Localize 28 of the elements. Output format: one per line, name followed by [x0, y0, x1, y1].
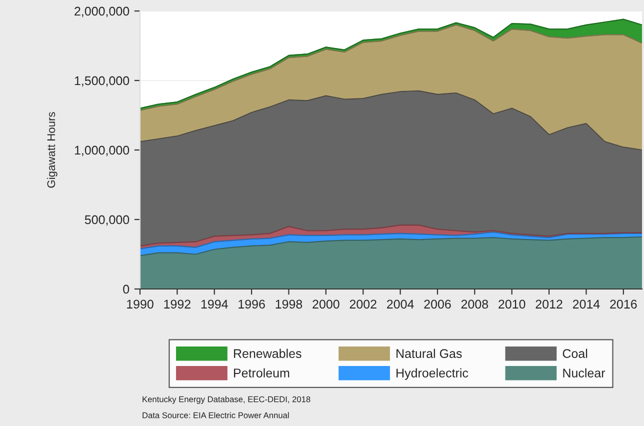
text: Kentucky Energy Database, EEC-DEDI, 2018 — [142, 396, 310, 404]
y-tick-label: 0 — [123, 284, 130, 294]
x-tick-label: 2000 — [312, 300, 340, 309]
x-tick-label: 2012 — [536, 300, 562, 309]
x-tick-label: 2016 — [610, 300, 637, 309]
x-tick-label: 2002 — [350, 300, 376, 309]
legend-label: Renewables — [234, 348, 302, 358]
x-tick-label: 1990 — [127, 300, 154, 309]
x-tick-label: 2014 — [572, 300, 600, 309]
x-tick-label: 1996 — [238, 300, 265, 309]
legend-label: Coal — [562, 348, 588, 358]
legend-label: Natural Gas — [396, 348, 462, 358]
y-tick-label: 2,000,000 — [74, 6, 130, 18]
legend-label: Nuclear — [563, 368, 606, 378]
y-tick-label: 1,500,000 — [74, 76, 130, 87]
x-tick-label: 1992 — [164, 300, 190, 309]
y-tick-label: 1,000,000 — [74, 146, 130, 156]
legend-label: Hydroelectric — [396, 368, 468, 380]
x-tick-label: 1998 — [276, 300, 302, 309]
x-tick-label: 2004 — [387, 300, 414, 309]
y-tick-label: 500,000 — [84, 215, 130, 226]
x-tick-label: 1994 — [201, 300, 228, 309]
x-tick-label: 2010 — [498, 300, 526, 309]
y-axis-title: Gigawatt Hours — [46, 112, 58, 188]
legend-label: Petroleum — [234, 368, 290, 378]
source-note: Data Source: EIA Electric Power Annual — [142, 412, 289, 418]
x-tick-label: 2008 — [461, 300, 488, 309]
x-tick-label: 2006 — [424, 300, 451, 309]
